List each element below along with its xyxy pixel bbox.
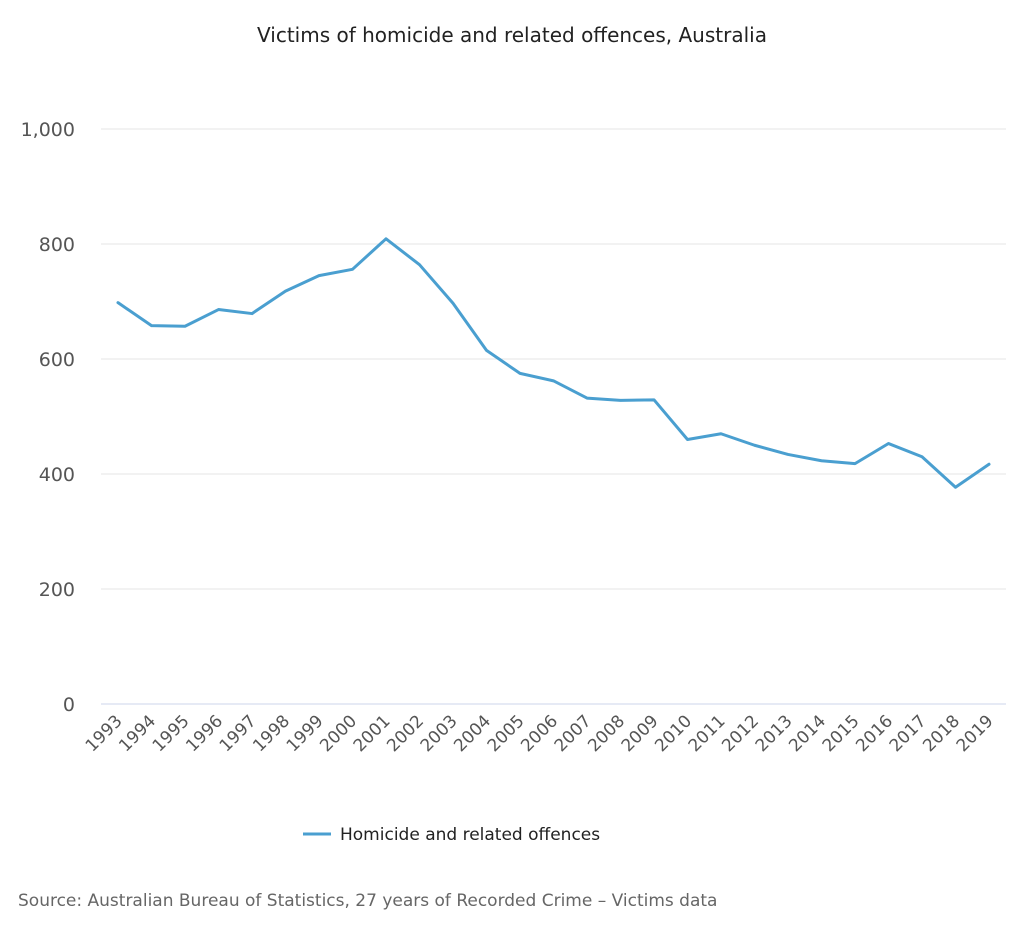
x-tick-label: 2006 [517,711,562,756]
x-tick-label: 1997 [216,711,261,756]
data-point[interactable] [954,485,958,489]
x-axis-ticks: 1993199419951996199719981999200020012002… [82,711,998,756]
data-point[interactable] [418,263,422,267]
y-tick-label: 400 [39,464,75,486]
data-point[interactable] [451,301,455,305]
data-point[interactable] [217,308,221,312]
series-group [116,237,991,489]
x-tick-label: 2002 [383,711,428,756]
data-point[interactable] [686,438,690,442]
data-point[interactable] [384,237,388,241]
x-tick-label: 2015 [819,711,864,756]
x-tick-label: 1993 [82,711,127,756]
x-tick-label: 2017 [886,711,931,756]
x-tick-label: 2001 [350,711,395,756]
data-point[interactable] [987,462,991,466]
x-tick-label: 2004 [450,711,495,756]
x-tick-label: 2018 [919,711,964,756]
x-tick-label: 1995 [149,711,194,756]
source-note: Source: Australian Bureau of Statistics,… [18,891,717,911]
x-tick-label: 1998 [249,711,294,756]
data-point[interactable] [351,267,355,271]
y-tick-label: 800 [39,234,75,256]
x-tick-label: 1994 [115,711,160,756]
x-tick-label: 2005 [484,711,529,756]
y-axis-ticks: 0 200 400 600 800 1,000 [21,119,75,716]
data-point[interactable] [552,379,556,383]
data-point[interactable] [652,398,656,402]
data-point[interactable] [619,398,623,402]
x-tick-label: 2013 [752,711,797,756]
data-point[interactable] [887,442,891,446]
x-tick-label: 2011 [685,711,730,756]
data-point[interactable] [250,312,254,316]
chart-title: Victims of homicide and related offences… [257,23,767,47]
data-point[interactable] [753,443,757,447]
data-point[interactable] [719,432,723,436]
x-tick-label: 2009 [618,711,663,756]
data-point[interactable] [518,371,522,375]
data-point[interactable] [920,455,924,459]
data-point[interactable] [116,301,120,305]
y-tick-label: 600 [39,349,75,371]
series-line[interactable] [116,237,991,489]
legend[interactable]: Homicide and related offences [303,825,600,845]
y-tick-label: 200 [39,579,75,601]
x-tick-label: 1996 [182,711,227,756]
y-tick-label: 0 [63,694,75,716]
data-point[interactable] [485,348,489,352]
x-tick-label: 2014 [785,711,830,756]
gridlines [101,128,1006,705]
x-tick-label: 2010 [651,711,696,756]
legend-label: Homicide and related offences [340,825,600,845]
y-tick-label: 1,000 [21,119,75,141]
x-tick-label: 1999 [283,711,328,756]
x-tick-label: 2007 [551,711,596,756]
x-tick-label: 2019 [953,711,998,756]
data-point[interactable] [853,462,857,466]
data-point[interactable] [585,396,589,400]
x-tick-label: 2000 [316,711,361,756]
data-point[interactable] [317,274,321,278]
x-tick-label: 2016 [852,711,897,756]
data-point[interactable] [786,452,790,456]
data-point[interactable] [820,459,824,463]
x-tick-label: 2012 [718,711,763,756]
data-point[interactable] [284,289,288,293]
x-tick-label: 2008 [584,711,629,756]
x-tick-label: 2003 [417,711,462,756]
data-point[interactable] [183,324,187,328]
data-point[interactable] [150,324,154,328]
